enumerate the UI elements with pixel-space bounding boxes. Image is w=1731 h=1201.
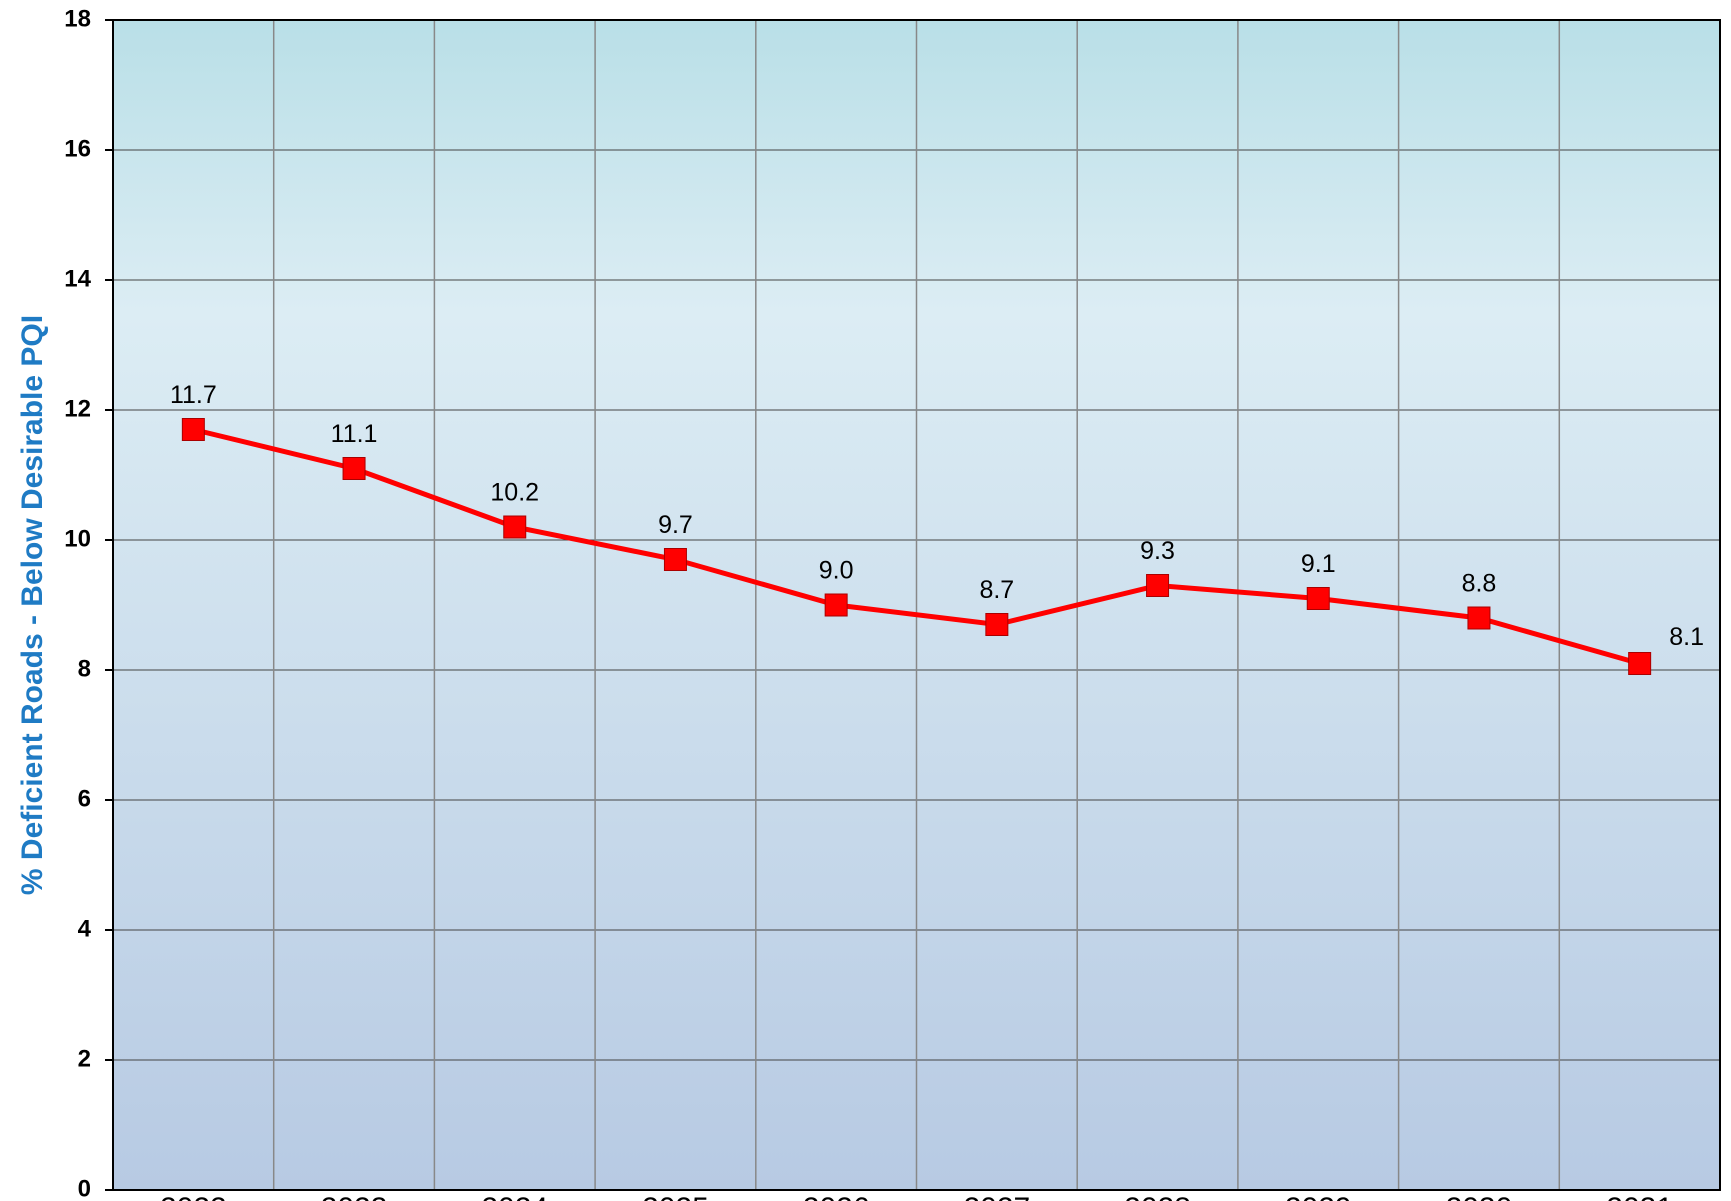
marker — [503, 515, 527, 539]
marker — [181, 418, 205, 441]
y-tick-label: 10 — [64, 525, 91, 552]
x-tick-label: 2026 — [803, 1192, 870, 1201]
marker — [1146, 574, 1170, 597]
marker — [663, 548, 687, 571]
data-label: 8.8 — [1462, 570, 1497, 598]
series-line — [192, 427, 1641, 666]
data-label: 11.1 — [331, 420, 378, 448]
x-tick-label: 2028 — [1124, 1192, 1191, 1201]
marker — [985, 613, 1009, 636]
y-tick-label: 18 — [64, 5, 91, 32]
y-axis-title: % Deficient Roads - Below Desirable PQI — [16, 315, 49, 895]
x-tick-label: 2025 — [642, 1192, 709, 1201]
marker — [824, 593, 848, 617]
marker — [1467, 606, 1491, 630]
marker — [342, 457, 366, 480]
y-tick-label: 2 — [78, 1045, 91, 1072]
y-tick-label: 8 — [78, 655, 91, 682]
data-label: 9.1 — [1301, 550, 1336, 578]
y-tick-label: 16 — [64, 135, 91, 162]
x-tick-label: 2029 — [1285, 1192, 1352, 1201]
x-tick-label: 2023 — [321, 1192, 388, 1201]
data-label: 9.0 — [819, 557, 854, 585]
data-label: 8.7 — [979, 576, 1014, 604]
plot-border — [112, 19, 1721, 1191]
y-tick-label: 0 — [78, 1175, 91, 1201]
x-tick-label: 2030 — [1446, 1192, 1513, 1201]
data-label: 9.7 — [658, 511, 693, 539]
data-label: 10.2 — [490, 479, 539, 507]
y-tick-label: 4 — [78, 915, 92, 942]
data-label: 8.1 — [1669, 623, 1704, 651]
x-tick-label: 2022 — [160, 1192, 227, 1201]
y-tick-label: 6 — [78, 785, 91, 812]
x-tick-label: 2024 — [481, 1192, 548, 1201]
marker — [1306, 587, 1330, 610]
data-label: 9.3 — [1140, 537, 1175, 565]
x-tick-label: 2031 — [1606, 1192, 1673, 1201]
x-tick-label: 2027 — [963, 1192, 1030, 1201]
data-label: 11.7 — [170, 381, 217, 409]
marker — [1628, 652, 1652, 675]
y-tick-label: 14 — [64, 265, 91, 292]
y-tick-label: 12 — [64, 395, 91, 422]
